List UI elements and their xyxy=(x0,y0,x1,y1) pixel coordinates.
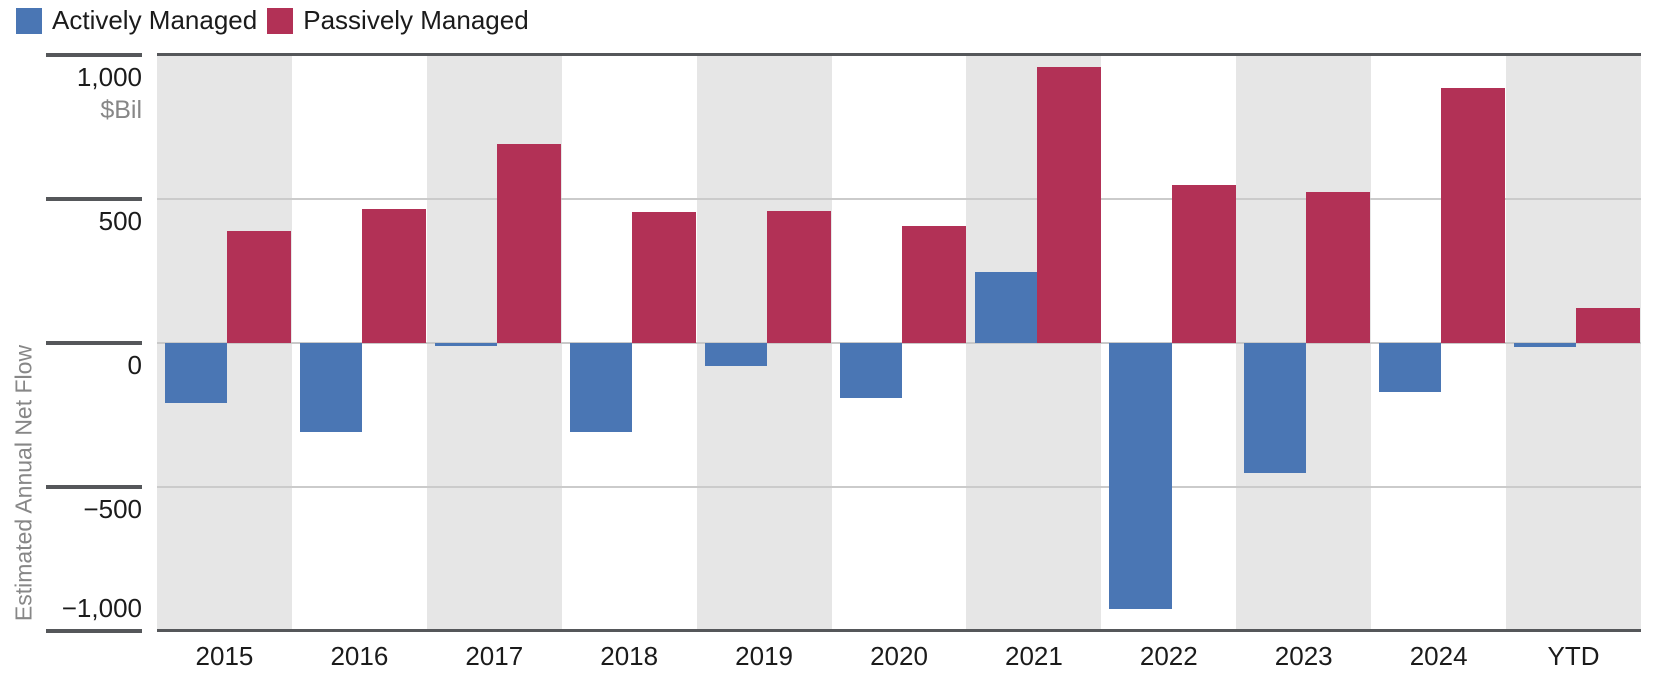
bar-active-2024 xyxy=(1379,343,1442,392)
column-2015 xyxy=(157,55,292,631)
bar-active-2016 xyxy=(300,343,363,433)
bar-passive-2019 xyxy=(766,210,831,343)
x-tick-label-2015: 2015 xyxy=(195,641,254,671)
bar-active-2021 xyxy=(974,272,1037,343)
x-tick-label-2021: 2021 xyxy=(1004,641,1063,671)
gridline-500 xyxy=(157,198,1641,200)
x-tick-label-2024: 2024 xyxy=(1409,641,1468,671)
legend-label-active: Actively Managed xyxy=(52,5,258,35)
plot-area xyxy=(157,53,1641,632)
y-tick-label--500: −500 xyxy=(83,494,142,524)
bar-active-2015 xyxy=(165,343,228,404)
legend-swatch-passive xyxy=(267,7,294,34)
y-axis-unit: $Bil xyxy=(100,96,142,124)
column-2018 xyxy=(562,55,697,631)
column-2019 xyxy=(697,55,832,631)
bar-active-2017 xyxy=(434,343,497,346)
column-2022 xyxy=(1101,55,1236,631)
bar-passive-2018 xyxy=(631,211,696,343)
bar-passive-2023 xyxy=(1306,191,1371,343)
bar-active-2020 xyxy=(839,343,902,398)
y-tick-0 xyxy=(46,341,142,345)
column-2016 xyxy=(292,55,427,631)
bar-active-2019 xyxy=(704,343,767,367)
bar-passive-YTD xyxy=(1576,308,1641,343)
x-tick-label-YTD: YTD xyxy=(1547,641,1600,671)
bar-layer xyxy=(157,55,1641,631)
y-tick-1000 xyxy=(46,53,142,57)
bar-passive-2016 xyxy=(362,209,427,343)
bar-passive-2020 xyxy=(901,226,966,343)
column-2024 xyxy=(1371,55,1506,631)
bar-active-2018 xyxy=(569,343,632,433)
bar-active-2022 xyxy=(1109,343,1172,610)
plot-border-bottom xyxy=(157,629,1641,632)
bar-passive-2015 xyxy=(227,230,292,343)
y-tick-500 xyxy=(46,197,142,201)
bar-active-2023 xyxy=(1244,343,1307,473)
bar-passive-2024 xyxy=(1441,88,1506,343)
x-tick-label-2017: 2017 xyxy=(465,641,524,671)
column-2017 xyxy=(427,55,562,631)
x-tick-label-2018: 2018 xyxy=(600,641,659,671)
bar-passive-2022 xyxy=(1171,184,1236,343)
bar-active-YTD xyxy=(1514,343,1577,348)
column-YTD xyxy=(1506,55,1641,631)
y-tick-label--1000: −1,000 xyxy=(61,593,142,623)
y-tick-label-500: 500 xyxy=(98,206,142,236)
x-tick-label-2023: 2023 xyxy=(1274,641,1333,671)
gridline--500 xyxy=(157,486,1641,488)
plot-border-top xyxy=(157,53,1641,56)
y-tick-label-1000: 1,000 xyxy=(76,62,142,92)
x-tick-label-2022: 2022 xyxy=(1139,641,1198,671)
x-tick-label-2016: 2016 xyxy=(330,641,389,671)
bar-passive-2017 xyxy=(496,144,562,343)
legend-label-passive: Passively Managed xyxy=(303,5,529,35)
bar-passive-2021 xyxy=(1036,66,1101,343)
column-2020 xyxy=(832,55,967,631)
x-tick-label-2020: 2020 xyxy=(870,641,928,671)
legend-swatch-active xyxy=(16,7,42,34)
legend: Actively Managed Passively Managed xyxy=(16,5,529,36)
y-tick--500 xyxy=(46,485,142,489)
y-tick-label-0: 0 xyxy=(127,350,142,380)
x-tick-label-2019: 2019 xyxy=(735,641,793,671)
column-2023 xyxy=(1236,55,1371,631)
column-2021 xyxy=(966,55,1101,631)
y-tick--1000 xyxy=(46,629,142,633)
